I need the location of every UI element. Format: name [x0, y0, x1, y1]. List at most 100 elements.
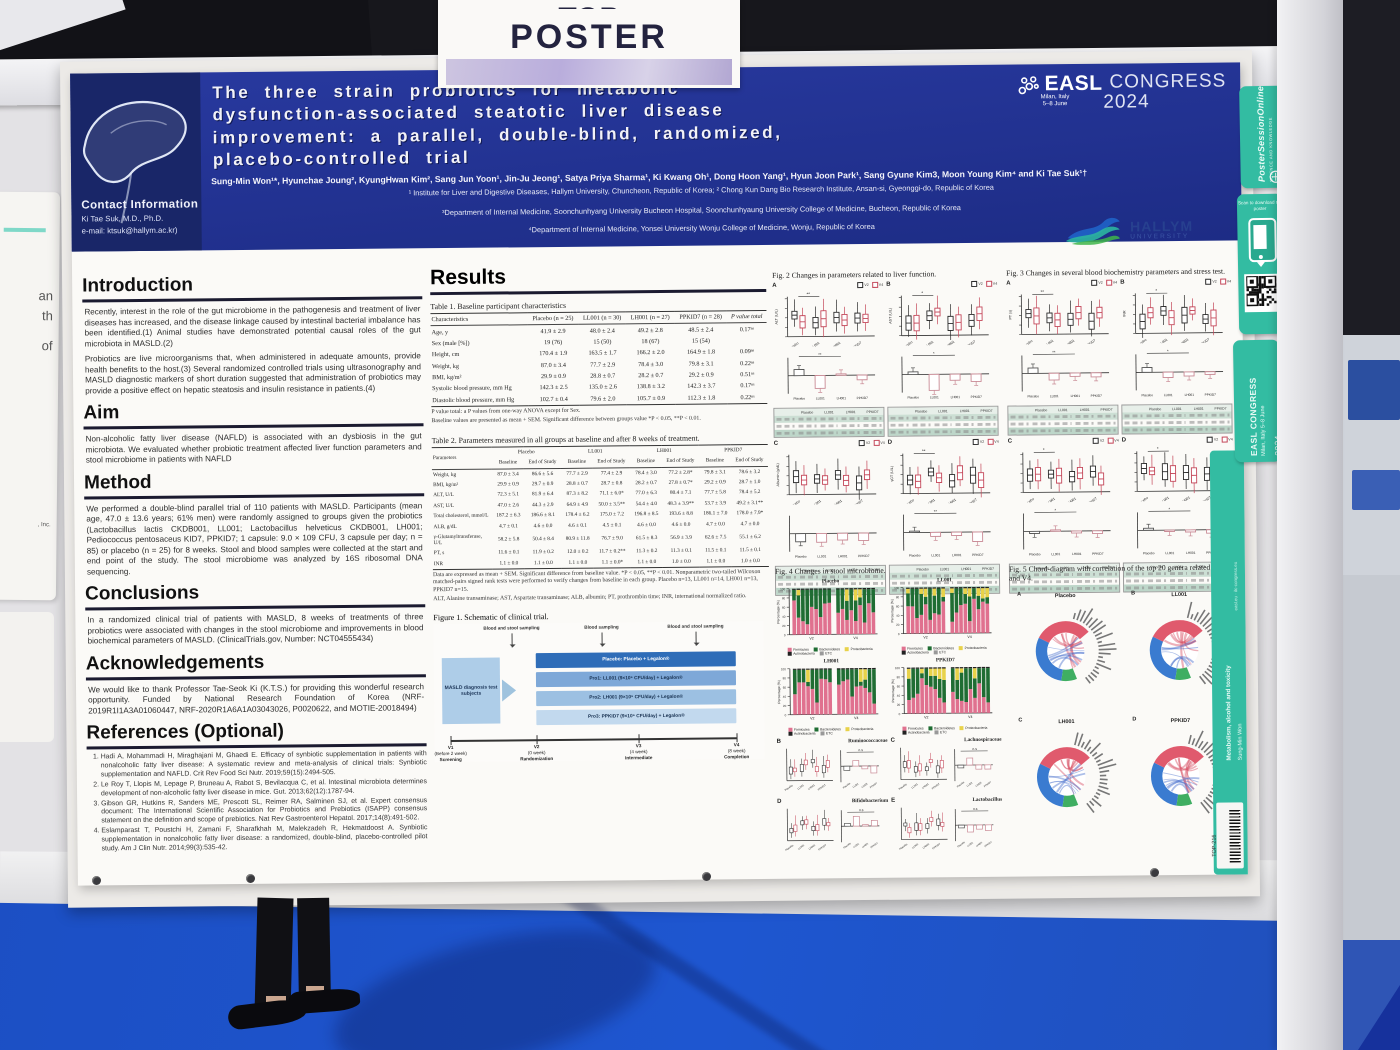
table2-cell: 76.7 ± 9.0	[601, 535, 623, 542]
legend-item: V4	[1105, 279, 1117, 286]
rect	[986, 666, 990, 669]
rect	[866, 587, 871, 590]
rect	[959, 668, 964, 673]
table2-sub-header: Baseline	[567, 459, 587, 466]
rect	[858, 597, 862, 606]
stats-text-blur	[955, 430, 974, 433]
table2-cell: 77.4 ± 2.9	[600, 470, 623, 477]
path	[1174, 758, 1197, 771]
stats-cell	[910, 430, 932, 434]
text: PPKID7	[931, 782, 941, 790]
legend-item: V4	[1219, 278, 1231, 285]
stats-text-blur	[1075, 429, 1094, 432]
panel-legend: V2 V4	[1090, 437, 1119, 446]
stats-text-blur	[934, 423, 952, 427]
path	[1048, 775, 1082, 791]
line	[1098, 652, 1111, 655]
table2-cell: 72.3 ± 5.1	[497, 491, 520, 498]
legend-label: ETC	[939, 650, 947, 655]
text: LH001	[837, 396, 847, 400]
stats-cell	[976, 416, 998, 419]
rect	[811, 826, 816, 831]
text: Placebo	[909, 553, 921, 557]
stats-text-blur	[977, 430, 996, 433]
b: Completion	[724, 753, 750, 760]
text: 80	[782, 596, 786, 600]
circle	[1030, 76, 1037, 83]
rect	[955, 667, 959, 669]
reference-item: Eslamparast T, Poustchi H, Zamani F, Sha…	[101, 824, 427, 854]
text: LH001	[921, 782, 930, 790]
table2-sub-header: End of Study	[735, 457, 764, 464]
table1-cell: 78.4 ± 3.0	[638, 360, 664, 368]
text: 40	[897, 694, 901, 698]
text: 80	[896, 595, 900, 599]
legend-label: Proteobacteria	[851, 726, 874, 732]
rect	[789, 828, 794, 834]
table2-cell: 87.0 ± 3.4	[497, 471, 519, 478]
rect	[1253, 288, 1257, 292]
text: 60	[782, 606, 786, 610]
fig4-panel-LL001: LL001 100 80 60 40 20 0 Percentage (%) V2 V4 Firmi…	[889, 576, 1004, 657]
text: *	[1155, 288, 1157, 293]
track-label: Metabolism, alcohol and toxicity	[1224, 665, 1233, 761]
path	[1071, 235, 1120, 245]
text: LH001	[922, 842, 931, 850]
rect	[801, 668, 806, 670]
rect	[920, 667, 924, 669]
rect	[826, 822, 831, 827]
stats-text-blur	[1211, 413, 1230, 417]
table2-param-header: Parameters	[432, 455, 457, 462]
stats-cell	[1052, 429, 1074, 432]
line	[1097, 758, 1114, 767]
table1-cell: 41.9 ± 2.9	[540, 327, 566, 335]
rect	[949, 373, 961, 381]
rect	[810, 759, 815, 764]
rect	[923, 587, 928, 589]
legend-item: V4	[873, 439, 885, 446]
rect	[850, 696, 855, 715]
rect	[1251, 288, 1254, 292]
text: Percentage (%)	[891, 679, 895, 703]
line	[1098, 785, 1109, 790]
stats-text-blur	[955, 416, 974, 419]
text: 80	[897, 675, 901, 679]
rect	[906, 667, 911, 669]
rect	[862, 588, 867, 590]
rect	[862, 622, 867, 635]
text: **	[806, 292, 810, 297]
line	[1191, 738, 1196, 746]
legend-swatch	[1092, 437, 1099, 444]
text: **	[934, 509, 938, 514]
stats-header-cell: Placebo	[914, 408, 928, 414]
table1-cell: 0.17ⁿˢ	[739, 325, 754, 333]
path	[1169, 656, 1195, 667]
rect	[850, 668, 854, 670]
legend-swatch	[1206, 436, 1213, 443]
rect	[814, 608, 819, 635]
stats-text-blur	[798, 417, 817, 421]
text: *	[921, 290, 923, 295]
table2-cell: 29.7 ± 0.9	[531, 481, 554, 488]
table2-cell: 4.6 ± 0.1	[568, 522, 587, 529]
rect	[928, 668, 933, 676]
rect	[1269, 295, 1272, 299]
stats-text-blur	[1124, 414, 1143, 418]
table1-caption: Table 1. Baseline participant characteri…	[430, 300, 567, 312]
text: 60	[897, 684, 901, 688]
text: LL001	[1158, 338, 1168, 344]
line	[1099, 769, 1110, 773]
rect	[1251, 291, 1255, 294]
change-bar-chart: Placebo LL001 LH001 PPKID7 **	[888, 508, 1000, 564]
line	[1098, 763, 1117, 770]
text: LH001	[1185, 393, 1195, 397]
rect	[968, 668, 973, 690]
rect	[937, 614, 941, 634]
rect	[1273, 288, 1277, 291]
svg: 100 80 60 40 20 0 Percentage (%) V2 V4	[776, 587, 878, 641]
rect	[973, 697, 977, 713]
stats-text-blur	[890, 423, 909, 427]
rect	[981, 697, 986, 713]
easl-congress: CONGRESS	[1109, 70, 1227, 93]
table1-cell: Sex (male [%])	[431, 339, 470, 348]
